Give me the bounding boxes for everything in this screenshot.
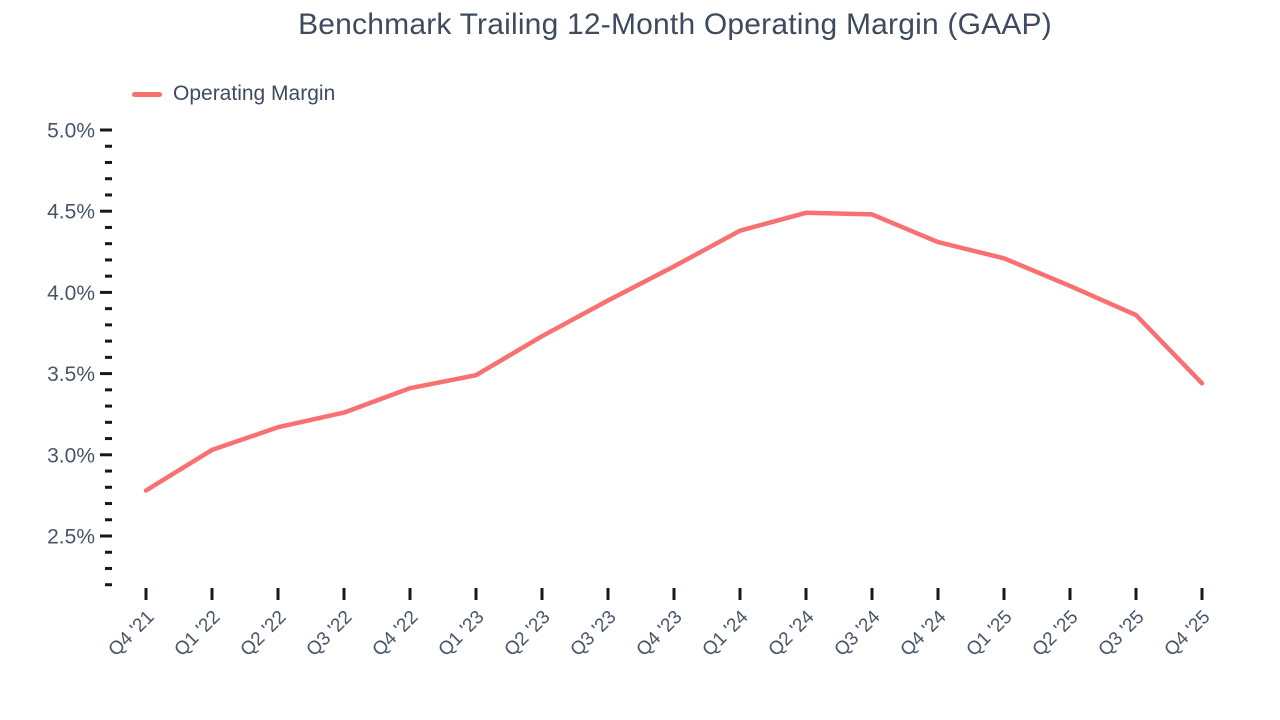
x-axis-label: Q3 '23	[567, 607, 621, 661]
legend-swatch-icon	[132, 91, 162, 97]
y-axis-label: 5.0%	[47, 120, 95, 143]
x-axis-label: Q1 '22	[171, 607, 225, 661]
legend-label: Operating Margin	[173, 82, 336, 105]
y-axis-label: 4.0%	[47, 282, 95, 305]
y-axis-label: 3.5%	[47, 363, 95, 386]
x-axis-label: Q4 '21	[105, 607, 159, 661]
x-axis-label: Q1 '25	[963, 607, 1017, 661]
series-line-operating-margin	[143, 210, 1205, 493]
x-axis-label: Q3 '22	[303, 607, 357, 661]
y-axis-label: 2.5%	[47, 526, 95, 549]
y-axis-label: 4.5%	[47, 201, 95, 224]
x-axis-label: Q3 '25	[1095, 607, 1149, 661]
x-axis-label: Q4 '24	[897, 606, 951, 660]
y-axis-label: 3.0%	[47, 444, 95, 467]
x-axis-label: Q4 '22	[369, 607, 423, 661]
x-axis-label: Q2 '24	[765, 606, 819, 660]
legend-item-operating-margin[interactable]: Operating Margin	[132, 82, 335, 106]
x-axis-label: Q4 '25	[1161, 607, 1215, 661]
legend: Operating Margin	[132, 82, 335, 106]
x-axis-label: Q2 '25	[1029, 607, 1083, 661]
x-axis-label: Q3 '24	[831, 606, 885, 660]
x-axis-label: Q1 '24	[699, 606, 753, 660]
x-axis-label: Q1 '23	[435, 607, 489, 661]
x-axis-label: Q4 '23	[633, 607, 687, 661]
chart-title: Benchmark Trailing 12-Month Operating Ma…	[298, 8, 1052, 41]
x-axis-label: Q2 '23	[501, 607, 555, 661]
x-axis-label: Q2 '22	[237, 607, 291, 661]
